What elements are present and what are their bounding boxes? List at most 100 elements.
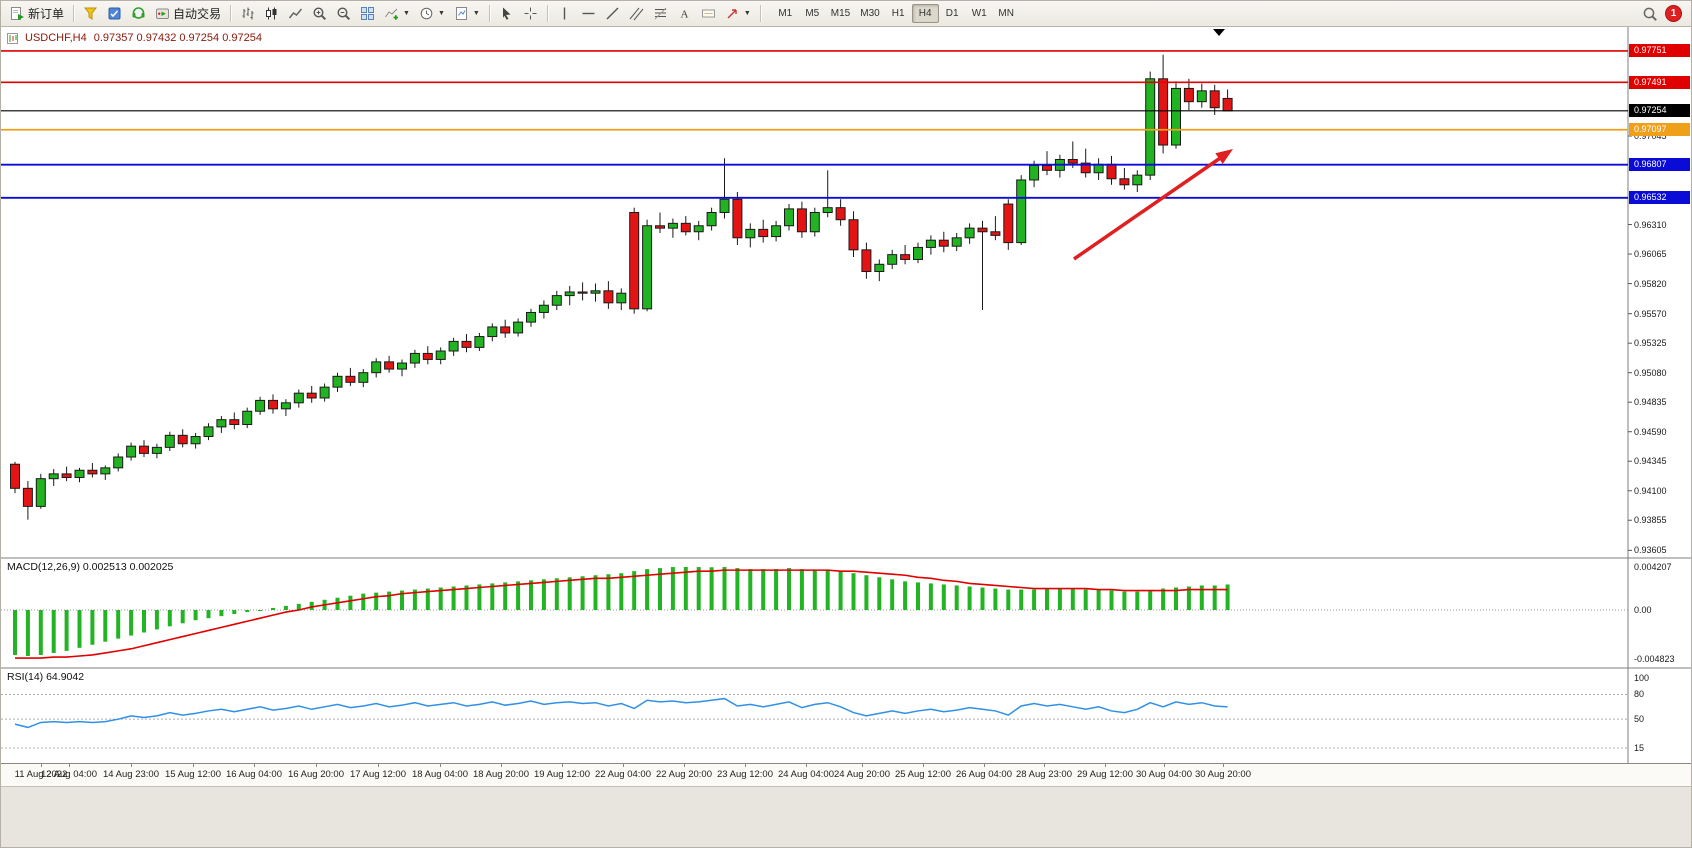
candle-body [771, 225, 782, 238]
timeframe-button-h1[interactable]: H1 [891, 8, 905, 19]
candle-body [719, 198, 730, 213]
rsi-indicator-label: RSI(14) 64.9042 [7, 671, 85, 683]
candle-body [1222, 97, 1233, 112]
arrows-button[interactable]: ▼ [721, 3, 755, 25]
chart-window[interactable]: USDCHF,H4 0.97357 0.97432 0.97254 0.9725… [1, 27, 1692, 763]
macd-histogram-bar [103, 610, 108, 642]
price-tick-label: 0.96065 [1634, 249, 1667, 260]
crosshair-button[interactable] [519, 3, 542, 25]
timeframe-button-m15[interactable]: M15 [830, 8, 851, 19]
indicators-button[interactable]: ▼ [380, 3, 414, 25]
macd-histogram-bar [283, 605, 288, 610]
macd-histogram-bar [1212, 585, 1217, 610]
time-axis[interactable]: 11 Aug 2022 12 Aug 04:00 14 Aug 23:00 15 Au… [1, 763, 1691, 787]
new-order-button[interactable]: 新订单 [6, 3, 68, 25]
time-tick [806, 764, 807, 767]
candle-body [564, 291, 575, 297]
text-label-button[interactable] [697, 3, 720, 25]
rsi-layer [1, 693, 1628, 749]
macd-histogram-bar [374, 592, 379, 610]
line-chart-button[interactable] [284, 3, 307, 25]
periods-button[interactable]: ▼ [415, 3, 449, 25]
timeframe-button-d1[interactable]: D1 [945, 8, 959, 19]
candle-body [758, 228, 769, 238]
time-label: 23 Aug 12:00 [717, 769, 773, 780]
timeframe-button-m1[interactable]: M1 [778, 8, 793, 19]
templates-button[interactable]: ▼ [450, 3, 484, 25]
price-tick-label: 0.96310 [1634, 219, 1667, 230]
chart-profile-button[interactable] [79, 3, 102, 25]
time-tick [131, 764, 132, 767]
macd-histogram-bar [606, 574, 611, 610]
macd-histogram-bar [516, 581, 521, 610]
macd-histogram-bar [632, 571, 637, 610]
macd-histogram-bar [271, 607, 275, 610]
macd-histogram-bar [761, 569, 766, 610]
macd-histogram-bar [954, 585, 959, 610]
tile-windows-button[interactable] [356, 3, 379, 25]
candle-body [87, 469, 98, 475]
candle-body [1158, 78, 1169, 146]
macd-histogram-bar [1161, 588, 1166, 610]
trendline-button[interactable] [601, 3, 624, 25]
notification-badge[interactable]: 1 [1665, 5, 1682, 22]
toolbar-separator [546, 5, 548, 22]
timeframe-button-m30[interactable]: M30 [860, 8, 880, 19]
macd-signal-line [15, 569, 1228, 659]
candle-body [332, 375, 343, 388]
time-tick [562, 764, 563, 767]
trend-arrow-head[interactable] [1215, 149, 1233, 164]
time-tick [41, 764, 42, 767]
candle-body [216, 419, 227, 428]
timeframe-button-mn[interactable]: MN [998, 8, 1014, 19]
cursor-button[interactable] [495, 3, 518, 25]
timeframe-button-m5[interactable]: M5 [805, 8, 820, 19]
chart-canvas[interactable] [1, 27, 1692, 763]
zoom-out-button[interactable] [332, 3, 355, 25]
macd-histogram-bar [1109, 590, 1114, 610]
support-button[interactable] [127, 3, 150, 25]
candle-body [293, 392, 304, 404]
macd-histogram-bar [529, 580, 533, 610]
candle-body [603, 290, 614, 304]
candle-body [655, 225, 665, 229]
arrows-icon [725, 6, 740, 21]
vertical-line-button[interactable] [553, 3, 576, 25]
autotrading-label: 自动交易 [173, 7, 222, 21]
macd-axis-label: 0.00 [1634, 605, 1652, 615]
macd-histogram-bar [90, 610, 95, 645]
time-tick [984, 764, 985, 767]
timeframe-button-w1[interactable]: W1 [971, 8, 987, 19]
horizontal-line-button[interactable] [577, 3, 600, 25]
timeframe-toolbar: M1 M5 M15 M30 H1 H4 D1 W1 MN [772, 4, 1020, 23]
macd-histogram-bar [787, 568, 791, 610]
macd-histogram-bar [554, 578, 559, 610]
candle-body [925, 239, 936, 248]
zoom-in-button[interactable] [308, 3, 331, 25]
time-label: 22 Aug 20:00 [656, 769, 712, 780]
timeframe-button-h4[interactable]: H4 [911, 4, 939, 23]
macd-indicator-label: MACD(12,26,9) 0.002513 0.002025 [7, 561, 174, 573]
channel-button[interactable] [625, 3, 648, 25]
macd-histogram-bar [335, 597, 340, 610]
chart-shift-marker[interactable] [1213, 29, 1225, 36]
trend-arrow-line[interactable] [1073, 156, 1222, 261]
time-label: 16 Aug 20:00 [288, 769, 344, 780]
macd-histogram-bar [683, 566, 688, 610]
candle-body [642, 225, 653, 310]
metaeditor-button[interactable] [103, 3, 126, 25]
candle-body [938, 239, 949, 247]
macd-histogram-bar [1057, 588, 1062, 610]
macd-histogram-bar [748, 569, 753, 610]
bars-chart-button[interactable] [236, 3, 259, 25]
fibonacci-button[interactable] [649, 3, 672, 25]
text-button[interactable]: A [673, 3, 696, 25]
macd-histogram-bar [1045, 588, 1049, 610]
macd-histogram-bar [851, 573, 856, 610]
search-button[interactable] [1638, 3, 1662, 25]
autotrading-button[interactable]: 自动交易 [151, 3, 225, 25]
vertical-line-icon [557, 6, 572, 21]
macd-histogram-bar [1070, 588, 1075, 610]
candle-body [848, 219, 859, 251]
candlestick-chart-button[interactable] [260, 3, 283, 25]
